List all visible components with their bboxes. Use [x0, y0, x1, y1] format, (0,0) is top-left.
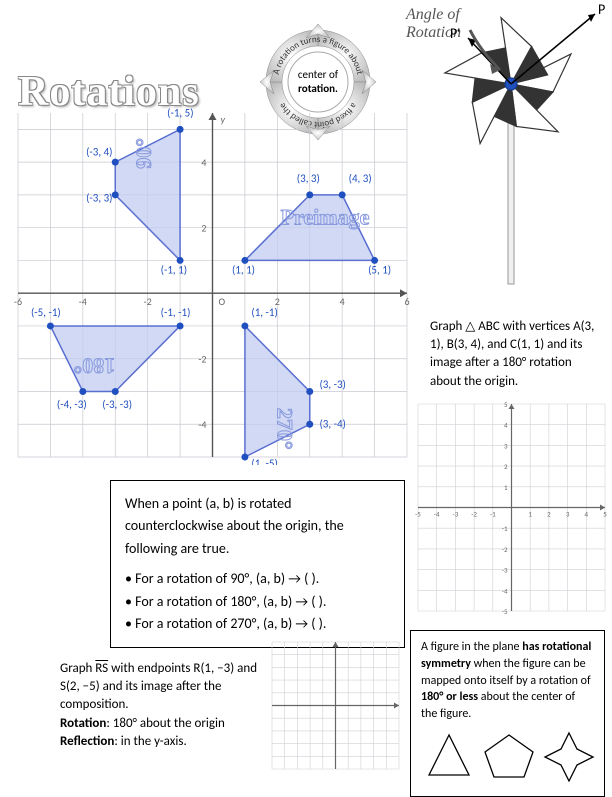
- svg-text:-3: -3: [502, 566, 508, 575]
- svg-text:(1, -5): (1, -5): [251, 457, 277, 465]
- svg-text:P′: P′: [450, 25, 460, 42]
- svg-text:-1: -1: [490, 510, 496, 519]
- svg-text:6: 6: [404, 295, 409, 308]
- center-label-1: center of: [298, 68, 339, 81]
- rule-180: • For a rotation of 180°, (a, b) → ( ).: [125, 591, 390, 613]
- svg-text:4: 4: [504, 421, 508, 430]
- svg-text:-4: -4: [198, 418, 206, 431]
- problem-abc-text: Graph △ ABC with vertices A(3, 1), B(3, …: [430, 318, 605, 391]
- svg-text:-5: -5: [415, 510, 421, 519]
- svg-text:(-3, -3): (-3, -3): [102, 398, 132, 411]
- svg-text:(5, 1): (5, 1): [368, 264, 391, 277]
- svg-text:(1, -1): (1, -1): [251, 306, 277, 319]
- svg-text:(3, 3): (3, 3): [297, 172, 320, 185]
- svg-text:(-1, 1): (-1, 1): [161, 264, 187, 277]
- svg-text:2: 2: [201, 222, 206, 235]
- svg-text:(-4, -3): (-4, -3): [57, 398, 87, 411]
- star4-shape: [545, 733, 593, 781]
- rotation-rules-box: When a point (a, b) is rotated countercl…: [110, 480, 405, 648]
- svg-text:-5: -5: [502, 607, 508, 615]
- svg-text:3: 3: [504, 441, 508, 450]
- svg-text:(-3, 3): (-3, 3): [86, 191, 112, 204]
- svg-text:180°: 180°: [73, 354, 115, 379]
- svg-text:-6: -6: [14, 295, 22, 308]
- svg-text:(3, -3): (3, -3): [319, 378, 345, 391]
- svg-text:2: 2: [504, 462, 508, 471]
- svg-text:5: 5: [603, 510, 607, 519]
- rule-270: • For a rotation of 270°, (a, b) → ( ).: [125, 613, 390, 635]
- svg-text:-3: -3: [453, 510, 459, 519]
- svg-text:(-1, -1): (-1, -1): [161, 306, 191, 319]
- svg-text:1: 1: [528, 510, 532, 519]
- rule-90: • For a rotation of 90°, (a, b) → ( ).: [125, 568, 390, 590]
- svg-text:-2: -2: [198, 353, 206, 366]
- mini-grid-rs: [268, 638, 403, 773]
- svg-text:Preimage: Preimage: [281, 204, 370, 229]
- svg-text:O: O: [219, 295, 226, 308]
- svg-text:(-3, 4): (-3, 4): [86, 146, 112, 159]
- svg-text:-2: -2: [502, 545, 508, 554]
- svg-text:(-5, -1): (-5, -1): [31, 306, 61, 319]
- svg-text:-2: -2: [471, 510, 477, 519]
- problem-rs-text: Graph RS with endpoints R(1, −3) and S(2…: [60, 660, 265, 751]
- mini-grid-abc: 1 -1 1 -1 2 -2 2 -2 3 -3 3 -3 4 -4 4 -4 5 -5 5 -5: [414, 400, 609, 615]
- svg-text:(4, 3): (4, 3): [349, 172, 372, 185]
- rotational-symmetry-box: A figure in the plane has rotational sym…: [410, 630, 605, 797]
- main-coordinate-grid: -6-4-2246-4-224Oy(1, 1)(3, 3)(4, 3)(5, 1…: [10, 105, 415, 465]
- svg-text:5: 5: [504, 400, 508, 409]
- rules-intro: When a point (a, b) is rotated countercl…: [125, 493, 390, 560]
- svg-text:-2: -2: [144, 295, 152, 308]
- svg-text:-4: -4: [502, 586, 508, 595]
- svg-text:90°: 90°: [131, 138, 156, 169]
- svg-text:4: 4: [585, 510, 589, 519]
- svg-text:(-1, 5): (-1, 5): [167, 106, 193, 119]
- svg-text:P: P: [598, 1, 605, 18]
- triangle-shape: [429, 735, 469, 775]
- center-label-2: rotation.: [298, 82, 338, 95]
- svg-text:4: 4: [340, 295, 345, 308]
- pentagon-shape: [485, 735, 533, 777]
- svg-text:-4: -4: [434, 510, 440, 519]
- svg-text:(1, 1): (1, 1): [232, 264, 255, 277]
- svg-text:1: 1: [504, 483, 508, 492]
- svg-text:2: 2: [547, 510, 551, 519]
- svg-text:-1: -1: [502, 524, 508, 533]
- pinwheel-diagram: P P′: [420, 0, 610, 300]
- svg-text:270°: 270°: [272, 408, 297, 450]
- svg-text:4: 4: [201, 156, 206, 169]
- svg-text:y: y: [221, 113, 226, 126]
- svg-text:3: 3: [566, 510, 570, 519]
- svg-text:(3, -4): (3, -4): [319, 418, 345, 431]
- svg-text:-4: -4: [79, 295, 87, 308]
